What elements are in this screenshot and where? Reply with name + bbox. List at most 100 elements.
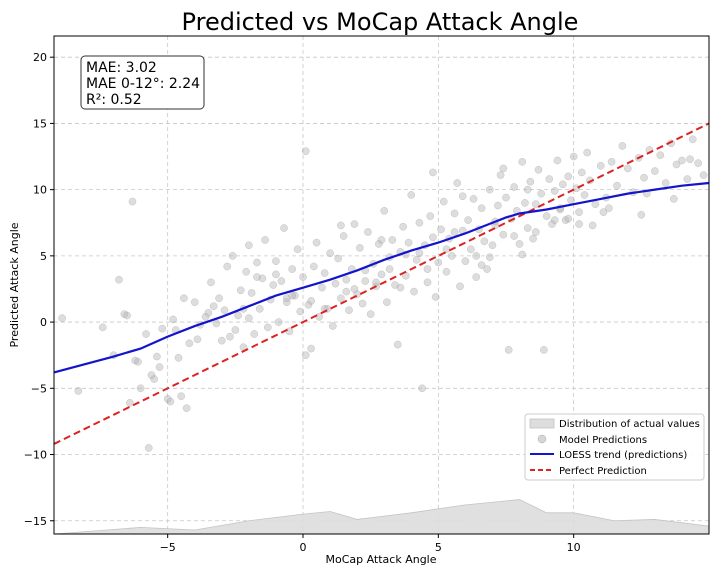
prediction-point — [158, 324, 167, 333]
prediction-point — [472, 273, 481, 281]
prediction-point — [393, 340, 402, 349]
prediction-point — [448, 252, 456, 260]
prediction-point — [144, 444, 153, 452]
prediction-point — [377, 270, 386, 279]
prediction-point — [331, 279, 340, 288]
prediction-point — [307, 344, 315, 353]
x-tick-label: 5 — [435, 541, 442, 554]
prediction-point — [399, 222, 408, 231]
prediction-point — [288, 265, 297, 273]
prediction-point — [358, 299, 367, 308]
prediction-point — [74, 387, 83, 395]
prediction-point — [523, 224, 532, 232]
prediction-point — [529, 234, 537, 243]
prediction-point — [242, 267, 251, 276]
prediction-point — [364, 228, 372, 236]
prediction-point — [415, 249, 424, 258]
prediction-point — [518, 157, 527, 166]
prediction-point — [223, 262, 232, 271]
legend-predictions-marker — [537, 434, 547, 444]
prediction-point — [147, 371, 156, 379]
prediction-point — [502, 193, 510, 202]
prediction-point — [182, 404, 191, 413]
distribution-layer — [53, 499, 710, 535]
prediction-point — [153, 352, 161, 361]
lines-layer — [53, 122, 710, 445]
prediction-point — [699, 171, 708, 179]
prediction-point — [383, 298, 391, 307]
prediction-point — [253, 258, 261, 267]
prediction-point — [345, 306, 353, 315]
prediction-point — [437, 225, 445, 234]
prediction-point — [429, 168, 437, 177]
prediction-point — [190, 298, 199, 307]
prediction-point — [464, 216, 472, 224]
prediction-point — [523, 185, 532, 194]
prediction-point — [640, 173, 648, 182]
prediction-point — [215, 294, 223, 303]
prediction-point — [350, 285, 359, 293]
prediction-point — [477, 261, 486, 269]
prediction-point — [277, 277, 286, 285]
prediction-point — [185, 339, 194, 348]
prediction-point — [355, 244, 364, 252]
prediction-point — [226, 332, 234, 341]
prediction-point — [304, 301, 313, 309]
prediction-point — [564, 172, 573, 181]
y-tick-label: −15 — [24, 515, 47, 528]
prediction-point — [309, 262, 318, 271]
prediction-point — [580, 191, 589, 199]
prediction-point — [607, 157, 616, 166]
prediction-point — [136, 384, 145, 393]
prediction-point — [515, 240, 524, 248]
prediction-point — [472, 252, 481, 260]
prediction-point — [280, 224, 288, 232]
prediction-point — [469, 195, 478, 203]
prediction-point — [494, 201, 502, 210]
prediction-point — [328, 322, 337, 330]
chart-title: Predicted vs MoCap Attack Angle — [182, 8, 579, 36]
prediction-point — [142, 330, 150, 338]
prediction-point — [477, 204, 486, 213]
prediction-point — [499, 164, 508, 173]
legend: Distribution of actual values Model Pred… — [524, 413, 705, 481]
prediction-point — [564, 214, 573, 223]
prediction-point — [220, 306, 229, 315]
prediction-point — [212, 319, 221, 328]
prediction-point — [518, 250, 527, 259]
prediction-point — [439, 197, 448, 206]
prediction-point — [134, 357, 142, 366]
prediction-point — [234, 311, 242, 320]
prediction-point — [588, 221, 597, 230]
prediction-point — [207, 278, 215, 287]
prediction-point — [204, 308, 213, 317]
prediction-point — [550, 216, 559, 224]
prediction-point — [274, 318, 283, 326]
prediction-point — [342, 275, 351, 284]
prediction-point — [380, 206, 389, 215]
prediction-point — [423, 265, 432, 273]
distribution-area — [53, 499, 710, 535]
prediction-point — [537, 189, 546, 198]
prediction-point — [545, 175, 554, 183]
prediction-point — [458, 192, 467, 201]
prediction-point — [450, 228, 459, 236]
legend-distribution-label: Distribution of actual values — [559, 419, 700, 430]
prediction-point — [320, 269, 329, 277]
y-tick-label: −10 — [24, 449, 47, 462]
prediction-point — [169, 315, 177, 324]
prediction-point — [120, 310, 129, 318]
prediction-point — [350, 220, 359, 228]
x-tick-label: 0 — [300, 541, 307, 554]
prediction-point — [301, 351, 310, 360]
perfect-prediction-line — [53, 122, 710, 445]
prediction-point — [605, 204, 613, 213]
prediction-point — [155, 363, 164, 371]
prediction-point — [301, 147, 310, 156]
prediction-point — [372, 278, 380, 287]
prediction-point — [618, 142, 627, 150]
prediction-point — [209, 302, 218, 311]
x-axis: −5 0 5 10 — [160, 534, 581, 554]
prediction-point — [342, 287, 351, 296]
prediction-point — [115, 275, 123, 284]
